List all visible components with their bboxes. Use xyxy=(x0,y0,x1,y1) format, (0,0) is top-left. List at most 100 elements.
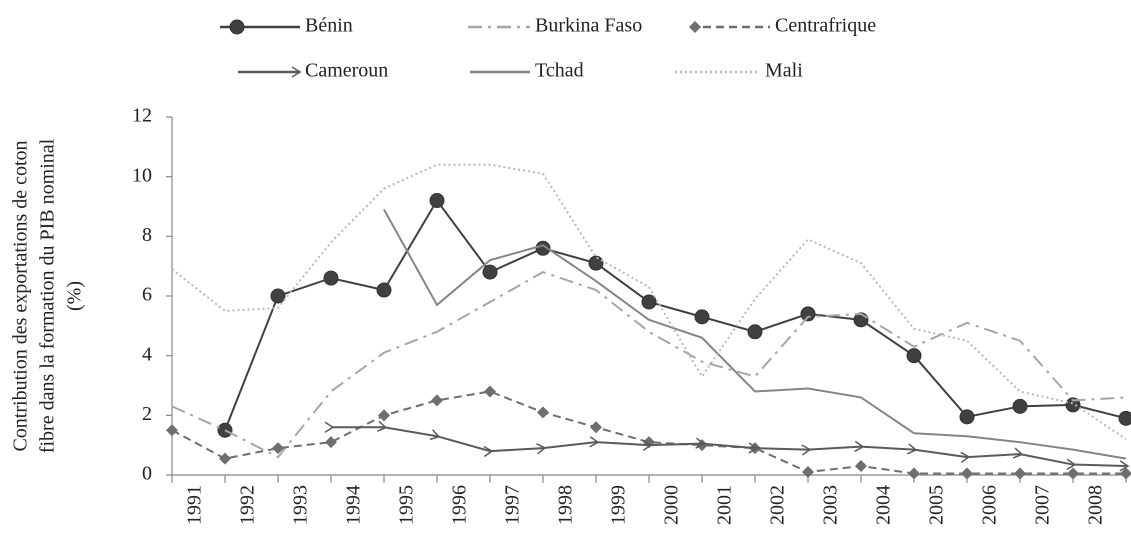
marker xyxy=(588,255,604,271)
x-tick-label: 1999 xyxy=(608,485,630,525)
marker xyxy=(1066,458,1077,471)
y-tick-label: 6 xyxy=(142,284,152,306)
marker xyxy=(959,409,975,425)
marker xyxy=(482,264,498,280)
marker xyxy=(483,445,494,458)
legend-item: Bénin xyxy=(220,15,353,37)
marker xyxy=(229,19,245,35)
marker xyxy=(537,406,549,419)
x-tick-label: 2003 xyxy=(820,485,842,525)
legend-label: Mali xyxy=(765,60,803,82)
series-line xyxy=(171,390,1126,475)
marker xyxy=(219,452,231,465)
marker xyxy=(907,443,918,455)
marker xyxy=(1012,447,1024,459)
marker xyxy=(855,460,867,473)
marker xyxy=(376,282,392,298)
marker xyxy=(1067,467,1079,480)
x-tick-label: 2008 xyxy=(1085,485,1107,525)
x-tick-label: 2007 xyxy=(1032,485,1054,525)
marker xyxy=(484,385,496,398)
legend-item: Burkina Faso xyxy=(468,15,642,37)
legend-item: Tchad xyxy=(470,60,584,82)
series xyxy=(171,271,1127,459)
marker xyxy=(801,444,812,456)
series-line xyxy=(383,208,1127,460)
y-label-line: (%) xyxy=(64,281,86,311)
marker xyxy=(961,467,973,480)
marker xyxy=(272,442,284,455)
x-tick-label: 1998 xyxy=(555,485,577,525)
y-tick-label: 4 xyxy=(142,343,152,365)
series xyxy=(166,385,1131,480)
series xyxy=(324,420,1130,472)
marker xyxy=(325,436,337,449)
marker xyxy=(960,451,971,464)
marker xyxy=(695,437,706,449)
marker xyxy=(854,440,865,452)
x-tick-label: 1997 xyxy=(502,485,524,525)
marker xyxy=(748,442,759,454)
series xyxy=(217,193,1131,438)
x-tick-label: 2000 xyxy=(661,485,683,525)
marker xyxy=(291,66,302,78)
marker xyxy=(323,270,339,286)
legend-item: Mali xyxy=(675,60,803,82)
marker xyxy=(802,466,814,479)
marker xyxy=(1119,460,1130,472)
x-tick-label: 2002 xyxy=(767,485,789,525)
marker xyxy=(642,439,653,451)
marker xyxy=(800,306,816,322)
marker xyxy=(376,420,388,432)
x-tick-label: 2006 xyxy=(979,485,1001,525)
x-tick-label: 1994 xyxy=(343,485,365,525)
legend-label: Tchad xyxy=(535,60,584,82)
y-label-line: fibre dans la formation du PIB nominal xyxy=(37,138,59,453)
legend-label: Cameroun xyxy=(305,60,388,82)
y-tick-label: 2 xyxy=(142,403,152,425)
marker xyxy=(1065,397,1081,413)
marker xyxy=(1012,398,1028,414)
legend-item: Cameroun xyxy=(238,60,388,82)
y-axis-label: Contribution des exportations de coton f… xyxy=(10,138,86,453)
marker xyxy=(908,467,920,480)
x-tick-label: 1996 xyxy=(449,485,471,525)
y-tick-label: 0 xyxy=(142,463,152,485)
legend-item: Centrafrique xyxy=(689,15,876,37)
y-tick-label: 10 xyxy=(132,164,152,186)
x-tick-label: 1992 xyxy=(237,485,259,525)
marker xyxy=(166,424,178,437)
marker xyxy=(589,436,600,448)
marker xyxy=(906,348,922,364)
marker xyxy=(324,421,335,433)
series xyxy=(383,208,1127,460)
y-tick-label: 12 xyxy=(132,105,152,127)
marker xyxy=(747,324,763,340)
y-tick-label: 8 xyxy=(142,224,152,246)
series-line xyxy=(224,198,1127,431)
marker xyxy=(429,429,441,441)
series-line xyxy=(171,271,1127,459)
marker xyxy=(689,21,701,33)
y-label-line: Contribution des exportations de coton xyxy=(10,140,32,451)
marker xyxy=(1014,467,1026,480)
legend-label: Bénin xyxy=(305,15,353,37)
series-line xyxy=(331,426,1127,468)
x-tick-label: 1991 xyxy=(184,485,206,525)
marker xyxy=(1118,410,1131,426)
marker xyxy=(590,421,602,434)
x-tick-label: 2001 xyxy=(714,485,736,525)
x-tick-label: 1995 xyxy=(396,485,418,525)
marker xyxy=(694,309,710,325)
x-tick-label: 2005 xyxy=(926,485,948,525)
marker xyxy=(429,193,445,209)
marker xyxy=(641,294,657,310)
marker xyxy=(536,443,547,455)
marker xyxy=(431,394,443,407)
marker xyxy=(270,288,286,304)
marker xyxy=(1120,467,1131,480)
marker xyxy=(378,409,390,422)
x-tick-label: 1993 xyxy=(290,485,312,525)
x-tick-label: 2004 xyxy=(873,485,895,525)
